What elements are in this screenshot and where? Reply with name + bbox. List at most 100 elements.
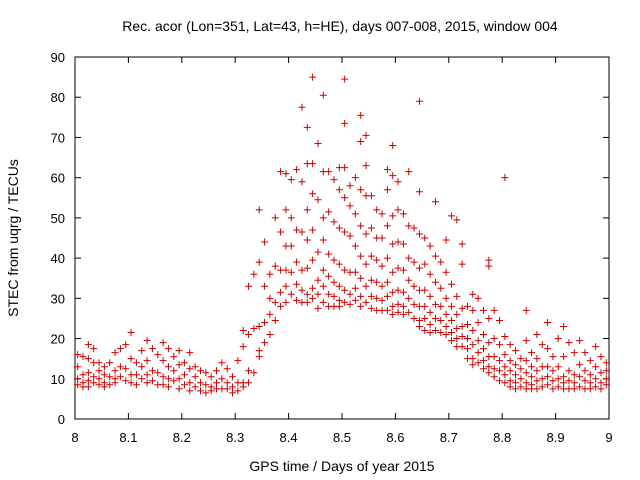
data-point bbox=[405, 222, 413, 230]
data-point bbox=[517, 383, 525, 391]
data-point bbox=[127, 355, 135, 363]
data-point bbox=[74, 351, 82, 359]
data-point bbox=[314, 304, 322, 312]
data-point bbox=[389, 288, 397, 296]
data-point bbox=[191, 373, 199, 381]
data-point bbox=[576, 361, 584, 369]
data-point bbox=[202, 381, 210, 389]
data-point bbox=[314, 290, 322, 298]
y-axis: 0 10 20 30 40 50 60 70 80 90 bbox=[51, 50, 609, 427]
data-point bbox=[410, 282, 418, 290]
y-axis-label: STEC from uqrg / TECUs bbox=[5, 159, 21, 317]
data-point bbox=[586, 357, 594, 365]
data-point bbox=[223, 385, 231, 393]
data-point bbox=[415, 230, 423, 238]
data-point bbox=[229, 383, 237, 391]
data-point bbox=[373, 206, 381, 214]
data-point bbox=[474, 294, 482, 302]
y-tick-label: 60 bbox=[51, 171, 65, 186]
data-point bbox=[602, 359, 610, 367]
data-point bbox=[399, 210, 407, 218]
data-point bbox=[522, 337, 530, 345]
data-point bbox=[287, 268, 295, 276]
data-point bbox=[405, 294, 413, 302]
data-point bbox=[261, 318, 269, 326]
data-point bbox=[506, 367, 514, 375]
data-point bbox=[186, 379, 194, 387]
data-point bbox=[485, 256, 493, 264]
data-point bbox=[298, 103, 306, 111]
data-point bbox=[394, 238, 402, 246]
data-point bbox=[351, 284, 359, 292]
data-point bbox=[164, 383, 172, 391]
data-point bbox=[303, 123, 311, 131]
data-point bbox=[490, 373, 498, 381]
data-point bbox=[592, 375, 600, 383]
data-point bbox=[496, 316, 504, 324]
data-point bbox=[458, 322, 466, 330]
data-point bbox=[293, 280, 301, 288]
data-point bbox=[458, 260, 466, 268]
data-point bbox=[287, 176, 295, 184]
data-point bbox=[245, 331, 253, 339]
data-point bbox=[245, 367, 253, 375]
data-point bbox=[319, 214, 327, 222]
data-point bbox=[544, 345, 552, 353]
data-point bbox=[538, 341, 546, 349]
data-point bbox=[528, 349, 536, 357]
data-point bbox=[533, 331, 541, 339]
y-tick-label: 90 bbox=[51, 50, 65, 65]
data-point bbox=[266, 331, 274, 339]
data-point bbox=[196, 367, 204, 375]
data-point bbox=[164, 363, 172, 371]
data-point bbox=[554, 335, 562, 343]
data-point bbox=[148, 345, 156, 353]
data-point bbox=[74, 363, 82, 371]
data-point bbox=[335, 186, 343, 194]
data-point bbox=[84, 377, 92, 385]
data-point bbox=[501, 174, 509, 182]
data-point bbox=[367, 292, 375, 300]
data-point bbox=[229, 389, 237, 397]
data-point bbox=[293, 226, 301, 234]
data-point bbox=[565, 377, 573, 385]
data-point bbox=[581, 349, 589, 357]
data-point bbox=[346, 300, 354, 308]
data-point bbox=[143, 371, 151, 379]
data-point bbox=[111, 367, 119, 375]
data-point bbox=[138, 363, 146, 371]
data-point bbox=[266, 294, 274, 302]
data-point bbox=[79, 371, 87, 379]
data-point bbox=[293, 258, 301, 266]
data-point bbox=[277, 228, 285, 236]
data-point bbox=[469, 327, 477, 335]
data-point bbox=[506, 341, 514, 349]
data-point bbox=[544, 363, 552, 371]
data-point bbox=[84, 341, 92, 349]
data-point bbox=[346, 290, 354, 298]
x-tick-label: 8.1 bbox=[119, 430, 137, 445]
data-point bbox=[255, 353, 263, 361]
data-point bbox=[325, 290, 333, 298]
data-point bbox=[100, 363, 108, 371]
data-point bbox=[261, 238, 269, 246]
data-point bbox=[592, 363, 600, 371]
data-point bbox=[447, 302, 455, 310]
data-point bbox=[581, 367, 589, 375]
y-tick-label: 70 bbox=[51, 130, 65, 145]
data-point bbox=[335, 224, 343, 232]
data-point bbox=[501, 379, 509, 387]
data-point bbox=[581, 377, 589, 385]
data-point bbox=[186, 387, 194, 395]
data-point bbox=[271, 262, 279, 270]
data-point bbox=[560, 373, 568, 381]
data-points bbox=[74, 73, 610, 397]
data-point bbox=[367, 224, 375, 232]
data-point bbox=[437, 329, 445, 337]
data-point bbox=[405, 276, 413, 284]
data-point bbox=[106, 381, 114, 389]
data-point bbox=[154, 369, 162, 377]
data-point bbox=[116, 363, 124, 371]
data-point bbox=[560, 322, 568, 330]
data-point bbox=[490, 365, 498, 373]
